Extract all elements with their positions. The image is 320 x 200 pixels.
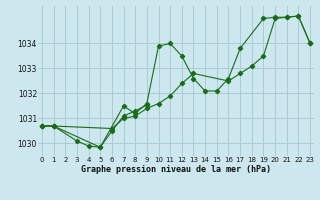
X-axis label: Graphe pression niveau de la mer (hPa): Graphe pression niveau de la mer (hPa): [81, 165, 271, 174]
